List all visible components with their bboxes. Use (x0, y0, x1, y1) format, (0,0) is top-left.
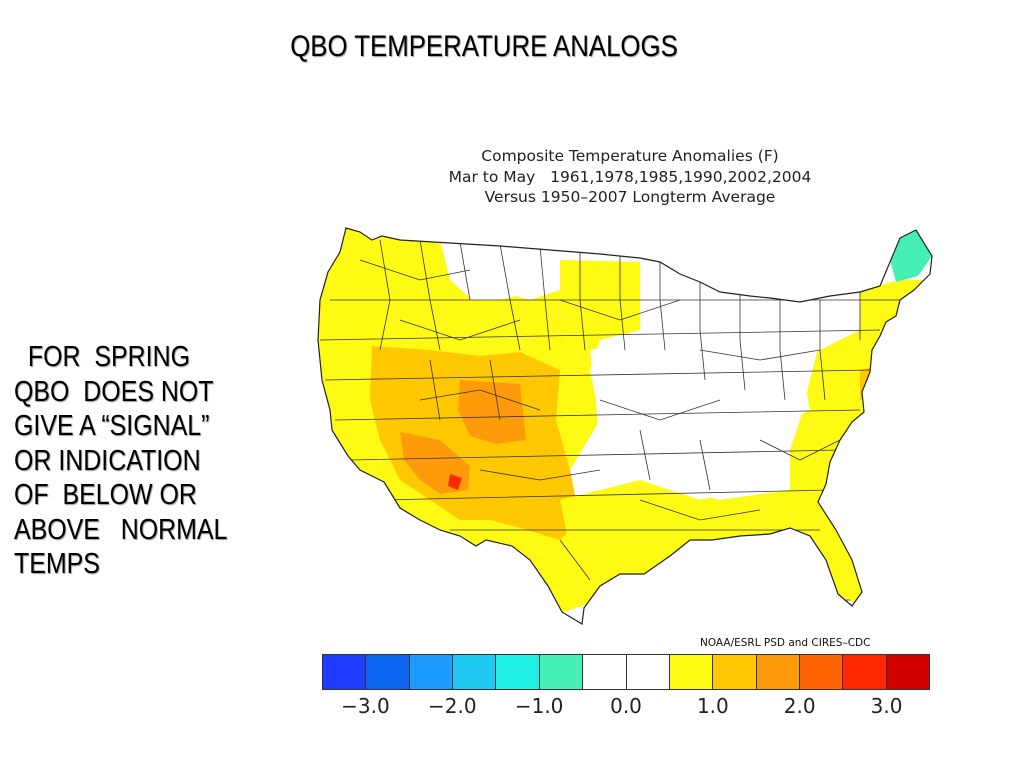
legend-swatch (669, 655, 714, 689)
region-white-central (590, 300, 820, 500)
region-yellow-midatlantic (800, 330, 890, 410)
side-text: FOR SPRING QBO DOES NOT GIVE A “SIGNAL” … (14, 340, 314, 582)
legend-swatch (886, 655, 930, 689)
legend-swatch (843, 655, 887, 689)
region-yellow-southeast (790, 380, 880, 500)
legend-swatch (453, 655, 497, 689)
legend-tick-label: 3.0 (870, 694, 903, 718)
legend-tick-label: 1.0 (696, 694, 729, 718)
legend-swatch (366, 655, 410, 689)
legend-swatch (496, 655, 540, 689)
region-light-orange-delmarva (860, 366, 876, 400)
legend-swatch (799, 655, 844, 689)
side-text-line: QBO DOES NOT (14, 375, 214, 408)
legend-swatch (626, 655, 670, 689)
map-fill-regions (318, 228, 932, 624)
region-light-orange-southwest (370, 346, 580, 540)
region-red-arizona (448, 474, 462, 490)
region-orange-arizona (400, 432, 470, 494)
region-mint-maine (890, 230, 932, 282)
legend-tick-label: 2.0 (783, 694, 816, 718)
division-boundaries (319, 239, 900, 601)
region-yellow-west (318, 228, 640, 620)
side-text-line: FOR SPRING (14, 341, 190, 373)
legend-tick-label: −3.0 (341, 694, 390, 718)
legend-swatch (539, 655, 584, 689)
legend-swatch (409, 655, 454, 689)
legend-colorbar (322, 654, 930, 690)
legend-swatch (756, 655, 800, 689)
side-text-line: TEMPS (14, 548, 100, 580)
region-yellow-newengland (860, 280, 930, 330)
region-orange-four-corners (458, 380, 526, 444)
side-text-line: GIVE A “SIGNAL” (14, 410, 210, 442)
region-yellow-gulf (560, 470, 870, 610)
side-text-line: OF BELOW OR (14, 479, 197, 511)
region-white-north (440, 240, 560, 300)
legend-tick-label: −1.0 (514, 694, 564, 718)
map-title: Composite Temperature Anomalies (F) Mar … (380, 146, 880, 208)
map-title-line-1: Composite Temperature Anomalies (F) (481, 147, 779, 165)
legend-swatch (713, 655, 757, 689)
side-text-line: OR INDICATION (14, 444, 201, 477)
map-title-line-3: Versus 1950–2007 Longterm Average (484, 188, 776, 206)
side-text-line: ABOVE NORMAL (14, 513, 228, 546)
slide-title: QBO TEMPERATURE ANALOGS (290, 30, 678, 63)
legend-swatch (583, 655, 627, 689)
legend-tick-label: 0.0 (610, 694, 642, 718)
legend-swatch (323, 655, 367, 689)
legend-tick-label: −2.0 (427, 694, 477, 718)
data-credit: NOAA/ESRL PSD and CIRES–CDC (700, 637, 871, 649)
us-outline (317, 227, 933, 625)
map-title-line-2: Mar to May 1961,1978,1985,1990,2002,2004 (448, 167, 812, 186)
